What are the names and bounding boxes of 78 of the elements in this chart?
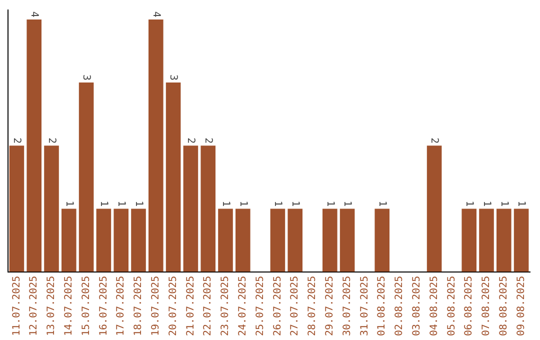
- x-tick-label: 22.07.2025: [202, 276, 214, 336]
- data-label: 1: [272, 200, 284, 207]
- bar: [96, 208, 112, 272]
- x-tick-label: 09.08.2025: [516, 276, 527, 336]
- x-tick-label: 19.07.2025: [150, 276, 162, 336]
- data-label: 3: [80, 74, 92, 81]
- data-label: 2: [428, 138, 440, 144]
- bar: [479, 208, 494, 272]
- x-tick-label: 31.07.2025: [359, 276, 370, 336]
- bar: [26, 19, 42, 272]
- bar: [496, 208, 512, 272]
- x-tick-label: 14.07.2025: [63, 276, 74, 336]
- x-tick-label: 24.07.2025: [237, 276, 248, 336]
- bar: [340, 208, 355, 272]
- x-tick-label: 04.08.2025: [428, 276, 440, 336]
- bar: [114, 208, 128, 272]
- data-label: 1: [237, 200, 248, 207]
- x-tick-label: 25.07.2025: [254, 276, 266, 336]
- data-label: 1: [98, 200, 110, 207]
- x-tick-label: 20.07.2025: [168, 276, 179, 336]
- x-tick-label: 18.07.2025: [133, 276, 144, 336]
- bar: [166, 82, 181, 272]
- x-tick-label: 06.08.2025: [464, 276, 475, 336]
- data-label: 1: [220, 200, 231, 207]
- x-tick-label: 07.08.2025: [481, 276, 492, 336]
- data-label: 1: [290, 200, 301, 207]
- x-tick-label: 08.08.2025: [498, 276, 510, 336]
- data-label: 1: [480, 200, 492, 207]
- bar: [218, 208, 233, 272]
- bar: [426, 146, 442, 272]
- bar: [374, 208, 390, 272]
- x-tick-label: 28.07.2025: [307, 276, 318, 336]
- data-label: 1: [376, 200, 388, 207]
- data-label: 1: [132, 200, 144, 207]
- data-label: 1: [324, 200, 336, 207]
- bar: [288, 208, 302, 272]
- data-label: 1: [498, 200, 510, 207]
- bar: [270, 208, 286, 272]
- data-label: 1: [63, 200, 74, 207]
- data-label: 1: [116, 200, 127, 207]
- x-tick-label: 16.07.2025: [98, 276, 110, 336]
- bar: [462, 208, 476, 272]
- bar: [514, 208, 529, 272]
- x-tick-label: 01.08.2025: [376, 276, 388, 336]
- x-tick-label: 21.07.2025: [185, 276, 196, 336]
- bar: [322, 208, 338, 272]
- data-label: 2: [11, 138, 22, 144]
- bar: [183, 146, 198, 272]
- data-label: 4: [150, 11, 162, 18]
- x-tick-label: 03.08.2025: [411, 276, 422, 336]
- data-label: 1: [342, 200, 353, 207]
- x-tick-label: 30.07.2025: [342, 276, 353, 336]
- x-tick-label: 12.07.2025: [28, 276, 40, 336]
- bar: [148, 19, 164, 272]
- data-label: 2: [185, 138, 196, 144]
- x-tick-label: 17.07.2025: [116, 276, 127, 336]
- data-label: 3: [168, 74, 179, 81]
- x-tick-label: 29.07.2025: [324, 276, 336, 336]
- bar: [9, 146, 24, 272]
- bar: [78, 82, 94, 272]
- data-label: 4: [28, 11, 40, 18]
- x-tick-label: 05.08.2025: [446, 276, 458, 336]
- x-tick-label: 13.07.2025: [46, 276, 58, 336]
- data-label: 1: [464, 200, 475, 207]
- data-label: 2: [202, 138, 214, 144]
- data-label: 1: [516, 200, 527, 207]
- x-tick-label: 15.07.2025: [80, 276, 92, 336]
- x-tick-label: 27.07.2025: [290, 276, 301, 336]
- bar: [131, 208, 146, 272]
- x-tick-label: 11.07.2025: [11, 276, 22, 336]
- bar: [236, 208, 250, 272]
- x-tick-label: 23.07.2025: [220, 276, 232, 336]
- bar: [200, 146, 216, 272]
- bar: [62, 208, 76, 272]
- bar: [44, 146, 59, 272]
- data-label: 2: [46, 138, 57, 144]
- x-tick-label: 26.07.2025: [272, 276, 284, 336]
- x-tick-label: 02.08.2025: [394, 276, 406, 336]
